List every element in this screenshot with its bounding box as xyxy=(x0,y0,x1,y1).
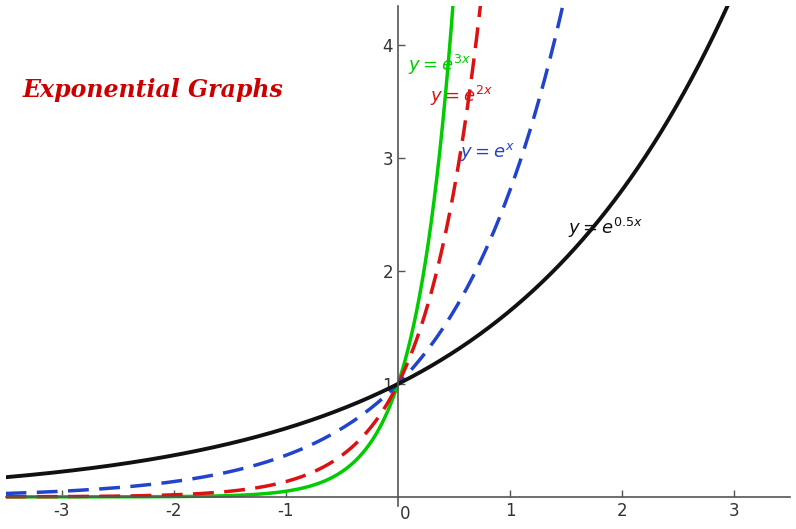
Text: $y = e^{2x}$: $y = e^{2x}$ xyxy=(430,84,493,108)
Text: $y = e^{x}$: $y = e^{x}$ xyxy=(459,141,514,163)
Text: $y = e^{3x}$: $y = e^{3x}$ xyxy=(408,53,470,77)
Text: $y = e^{0.5x}$: $y = e^{0.5x}$ xyxy=(568,216,643,240)
Text: Exponential Graphs: Exponential Graphs xyxy=(22,78,283,102)
Text: 0: 0 xyxy=(400,505,411,523)
